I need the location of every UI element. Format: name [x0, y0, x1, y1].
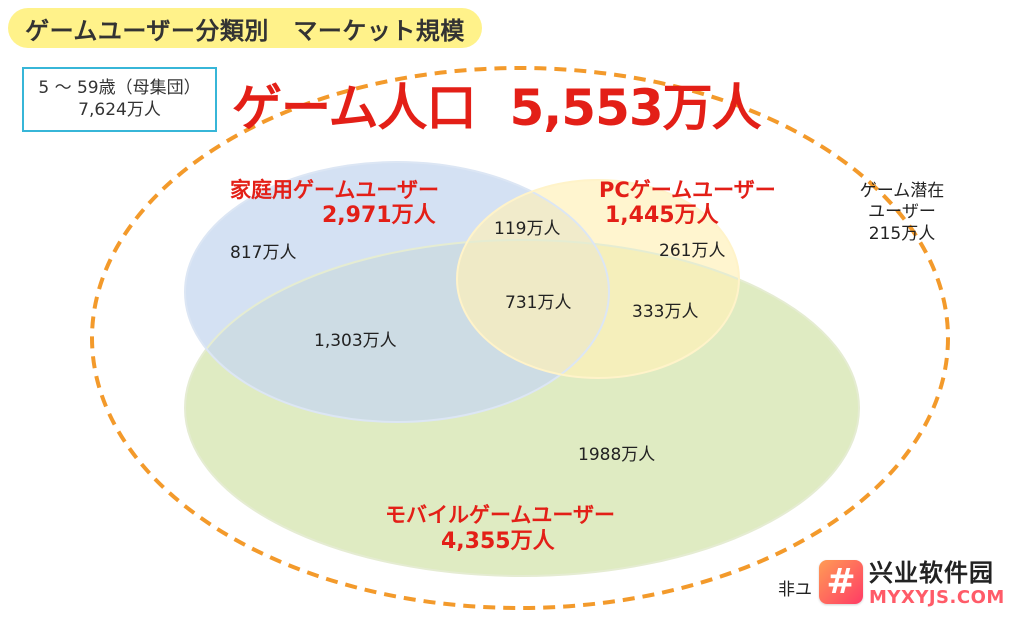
home-game-user-label: 家庭用ゲームユーザー [230, 178, 439, 202]
mobile-game-user-total: 4,355万人 [441, 529, 555, 554]
potential-user-line-2: ユーザー [868, 202, 936, 223]
home-game-user-total: 2,971万人 [322, 203, 436, 228]
home-mobile-overlap-value: 1,303万人 [314, 331, 397, 351]
pc-only-value: 261万人 [659, 241, 726, 261]
non-user-partial-label: 非ユ [778, 580, 812, 600]
pc-mobile-overlap-value: 333万人 [632, 302, 699, 322]
base-population-box: 5 ～ 59歳（母集団） 7,624万人 [22, 67, 217, 132]
pc-user-ellipse [457, 180, 739, 378]
base-population-age-range: 5 ～ 59歳（母集団） [38, 78, 201, 99]
home-pc-overlap-value: 119万人 [494, 219, 561, 239]
mobile-only-value: 1988万人 [578, 445, 656, 465]
diagram-title: ゲームユーザー分類別 マーケット規模 [8, 8, 482, 48]
potential-user-line-1: ゲーム潜在 [859, 181, 945, 201]
pc-game-user-label: PCゲームユーザー [599, 178, 776, 202]
game-population-heading: ゲーム人口 5,553万人 [232, 83, 762, 133]
all-three-overlap-value: 731万人 [505, 293, 572, 313]
mobile-game-user-label: モバイルゲームユーザー [385, 503, 615, 527]
watermark-url: MYXYJS.COM [869, 587, 1005, 608]
hash-logo-icon: # [819, 560, 863, 604]
game-population-label: ゲーム人口 [232, 79, 476, 137]
base-population-count: 7,624万人 [78, 99, 161, 120]
home-only-value: 817万人 [230, 243, 297, 263]
pc-game-user-total: 1,445万人 [605, 203, 719, 228]
logo-glyph: # [826, 562, 856, 602]
watermark: # 兴业软件园 MYXYJS.COM [819, 560, 1016, 614]
potential-user-label: ゲーム潜在 ユーザー 215万人 [852, 181, 952, 245]
game-population-value: 5,553万人 [509, 79, 762, 137]
watermark-site-name: 兴业软件园 [869, 559, 994, 587]
game-population-dashed-ellipse [90, 66, 950, 610]
potential-user-value: 215万人 [868, 223, 936, 244]
